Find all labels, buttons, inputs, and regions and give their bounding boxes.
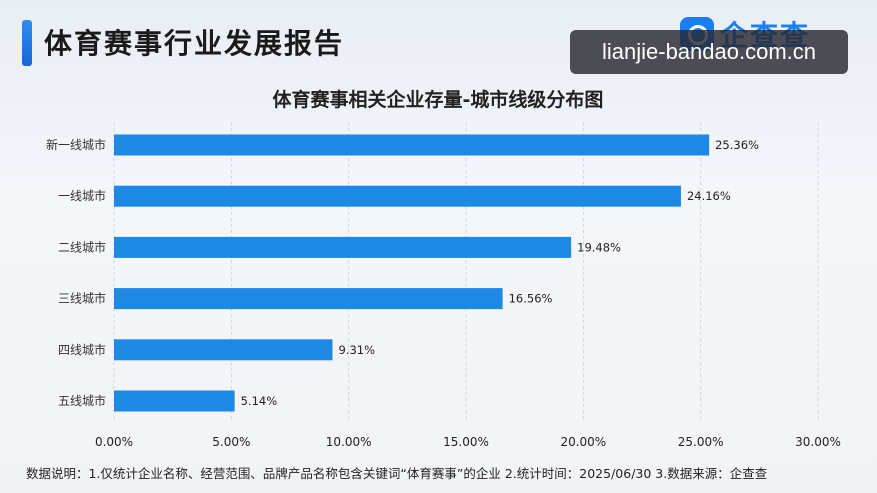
value-label: 25.36% [715,138,759,152]
category-label: 一线城市 [58,188,106,203]
bar [114,134,710,156]
x-tick-label: 0.00% [95,435,133,449]
category-label: 新一线城市 [46,137,106,152]
chart-bars [114,134,710,412]
bar [114,236,572,258]
bar [114,288,503,310]
x-tick-label: 20.00% [560,435,606,449]
chart-x-ticks: 0.00% 5.00% 10.00% 15.00% 20.00% 25.00% 30.00% [95,435,841,449]
header-accent-bar [22,20,32,66]
category-label: 二线城市 [58,239,106,254]
watermark: lianjie-bandao.com.cn [570,30,848,74]
bar [114,390,235,412]
chart-grid [113,122,819,422]
value-label: 16.56% [509,292,553,306]
chart-value-labels: 25.36% 24.16% 19.48% 16.56% 9.31% 5.14% [241,138,759,408]
x-tick-label: 15.00% [443,435,489,449]
footnote: 数据说明：1.仅统计企业名称、经营范围、品牌产品名称包含关键词“体育赛事”的企业… [26,466,768,481]
category-label: 三线城市 [58,291,106,306]
x-tick-label: 25.00% [678,435,724,449]
value-label: 9.31% [338,343,375,357]
page-title: 体育赛事行业发展报告 [44,27,345,60]
x-tick-label: 30.00% [795,435,841,449]
category-label: 四线城市 [58,342,106,357]
value-label: 5.14% [241,394,278,408]
bar [114,339,333,361]
value-label: 19.48% [577,240,621,254]
category-label: 五线城市 [58,393,106,408]
value-label: 24.16% [687,189,731,203]
x-tick-label: 5.00% [212,435,250,449]
bar [114,185,681,207]
chart-title: 体育赛事相关企业存量-城市线级分布图 [273,88,604,111]
x-tick-label: 10.00% [326,435,372,449]
